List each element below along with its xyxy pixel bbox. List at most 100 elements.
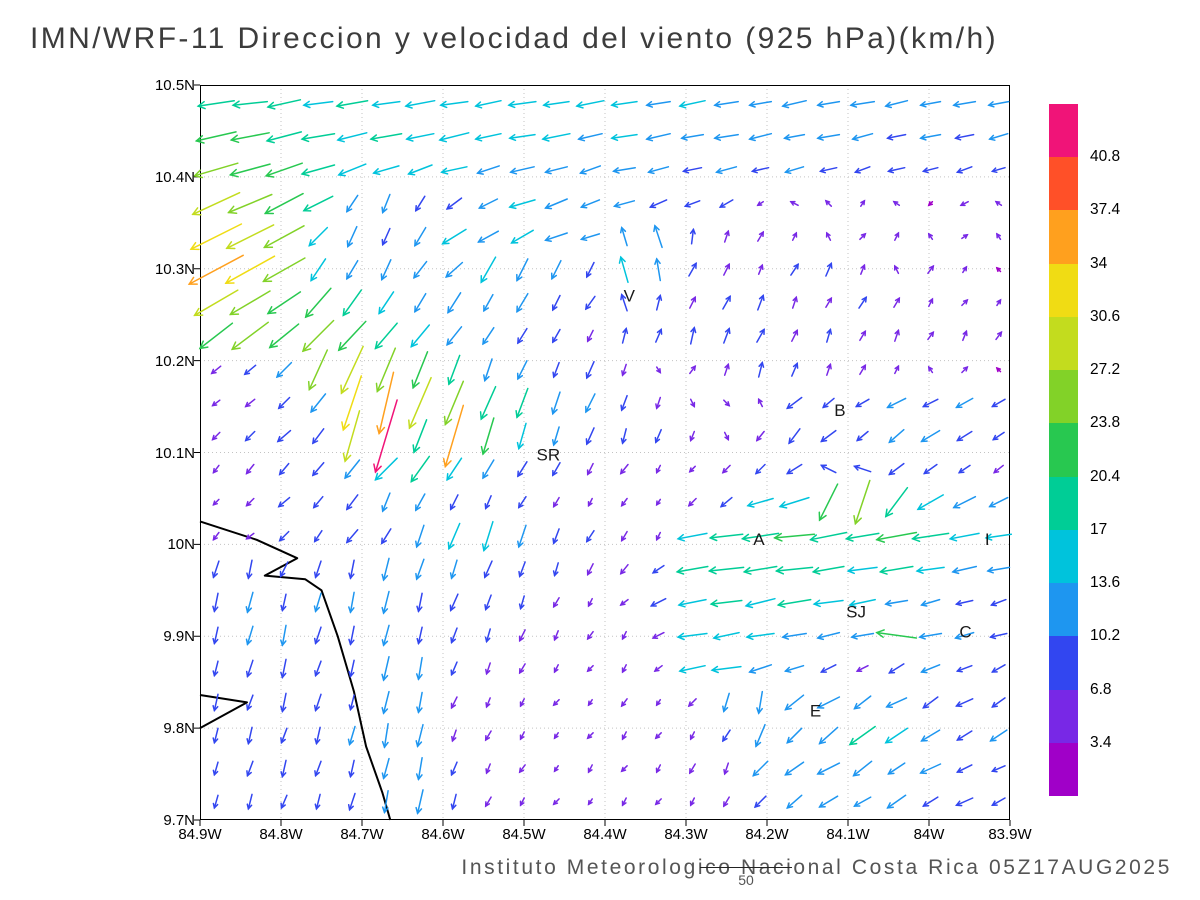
wind-arrow-shaft (212, 560, 220, 579)
wind-arrow-shaft (476, 165, 500, 174)
wind-arrow-head (991, 401, 998, 408)
wind-arrow-shaft (190, 223, 243, 250)
wind-arrow-head (245, 606, 253, 614)
wind-arrow-head (381, 673, 389, 682)
wind-arrow-head (340, 384, 349, 395)
wind-arrow-shaft (688, 262, 697, 277)
wind-arrow-shaft (417, 691, 423, 714)
wind-arrow-head (211, 434, 218, 441)
wind-arrow-head (575, 101, 584, 109)
wind-arrow-shaft (417, 592, 423, 613)
wind-arrow-shaft (853, 695, 872, 710)
wind-arrow-shaft (451, 729, 457, 742)
wind-arrow-shaft (756, 430, 765, 442)
wind-arrow-shaft (859, 364, 867, 376)
wind-arrow-head (477, 236, 485, 243)
wind-arrow-shaft (349, 625, 355, 646)
wind-arrow-shaft (577, 132, 603, 140)
wind-arrow-shaft (782, 99, 807, 107)
wind-arrow-head (915, 566, 924, 574)
wind-arrow-head (758, 361, 765, 368)
wind-arrow-shaft (344, 459, 361, 479)
wind-arrow-head (346, 240, 353, 248)
wind-arrow-head (886, 134, 894, 141)
wind-arrow-head (919, 101, 927, 108)
wind-arrow-head (415, 572, 422, 581)
wind-arrow-shaft (246, 694, 254, 711)
wind-arrow-shaft (886, 133, 907, 139)
wind-arrow-head (410, 339, 418, 348)
wind-arrow-head (680, 134, 688, 141)
wind-arrow-shaft (337, 132, 368, 141)
wind-arrow-shaft (446, 326, 463, 346)
station-label: C (959, 623, 971, 642)
wind-arrow-shaft (482, 417, 495, 455)
wind-arrow-shaft (441, 228, 467, 245)
wind-arrow-shaft (199, 322, 234, 350)
wind-arrow-head (991, 701, 998, 708)
wind-arrow-shaft (755, 723, 766, 748)
wind-arrow-shaft (211, 431, 221, 441)
wind-arrow-head (586, 666, 593, 673)
wind-arrow-head (191, 207, 202, 216)
wind-arrow-shaft (552, 294, 561, 311)
wind-arrow-head (918, 632, 926, 640)
colorbar-segment (1049, 370, 1078, 424)
wind-arrow-shaft (483, 520, 494, 552)
wind-arrow-head (792, 362, 799, 369)
wind-arrow-head (844, 533, 854, 542)
wind-arrow-shaft (757, 231, 764, 242)
wind-arrow-head (415, 773, 423, 781)
wind-arrow-shaft (849, 598, 876, 606)
wind-arrow-shaft (195, 131, 237, 142)
wind-arrow-head (855, 666, 863, 672)
wind-arrow-head (919, 767, 928, 775)
wind-arrow-head (552, 570, 559, 578)
wind-arrow-head (449, 572, 457, 580)
x-tick-label: 84.1W (826, 826, 870, 843)
wind-arrow-head (482, 337, 489, 346)
wind-arrow-head (337, 169, 346, 177)
wind-arrow-shaft (576, 99, 605, 107)
wind-arrow-head (245, 500, 252, 507)
colorbar-label: 13.6 (1090, 574, 1121, 592)
wind-arrow-head (781, 632, 790, 640)
wind-arrow-head (820, 435, 828, 443)
wind-arrow-shaft (652, 631, 665, 639)
wind-arrow-head (381, 505, 388, 513)
wind-arrow-shaft (757, 361, 764, 378)
wind-arrow-head (622, 327, 629, 335)
wind-arrow-head (544, 235, 552, 242)
wind-arrow-shaft (225, 255, 276, 284)
wind-arrow-head (313, 704, 320, 713)
wind-arrow-shaft (440, 100, 469, 106)
wind-arrow-shaft (439, 132, 470, 141)
wind-arrow-shaft (414, 292, 427, 313)
wind-arrow-shaft (416, 789, 424, 815)
wind-arrow-head (610, 133, 619, 142)
wind-arrow-head (853, 702, 861, 710)
wind-arrow-head (826, 362, 832, 370)
wind-arrow-head (482, 471, 489, 480)
wind-arrow-shaft (445, 261, 464, 278)
wind-arrow-shaft (786, 727, 803, 744)
x-tick-label: 84.7W (340, 826, 384, 843)
wind-arrow-shaft (988, 100, 1010, 106)
wind-arrow-head (476, 168, 484, 175)
colorbar-segment (1049, 742, 1078, 797)
wind-arrow-head (551, 304, 558, 312)
wind-arrow-shaft (312, 461, 325, 477)
wind-arrow-shaft (955, 599, 974, 605)
wind-arrow-head (656, 368, 662, 374)
wind-arrow-shaft (922, 796, 939, 807)
wind-arrow-head (311, 437, 319, 445)
wind-arrow-head (348, 771, 355, 779)
wind-arrow-shaft (923, 463, 938, 475)
wind-arrow-shaft (314, 592, 322, 613)
wind-arrow-shaft (517, 461, 528, 477)
wind-arrow-head (995, 366, 1002, 373)
wind-arrow-head (719, 501, 727, 508)
wind-arrow-head (645, 100, 654, 108)
wind-arrow-head (335, 101, 345, 109)
wind-arrow-shaft (679, 664, 706, 672)
